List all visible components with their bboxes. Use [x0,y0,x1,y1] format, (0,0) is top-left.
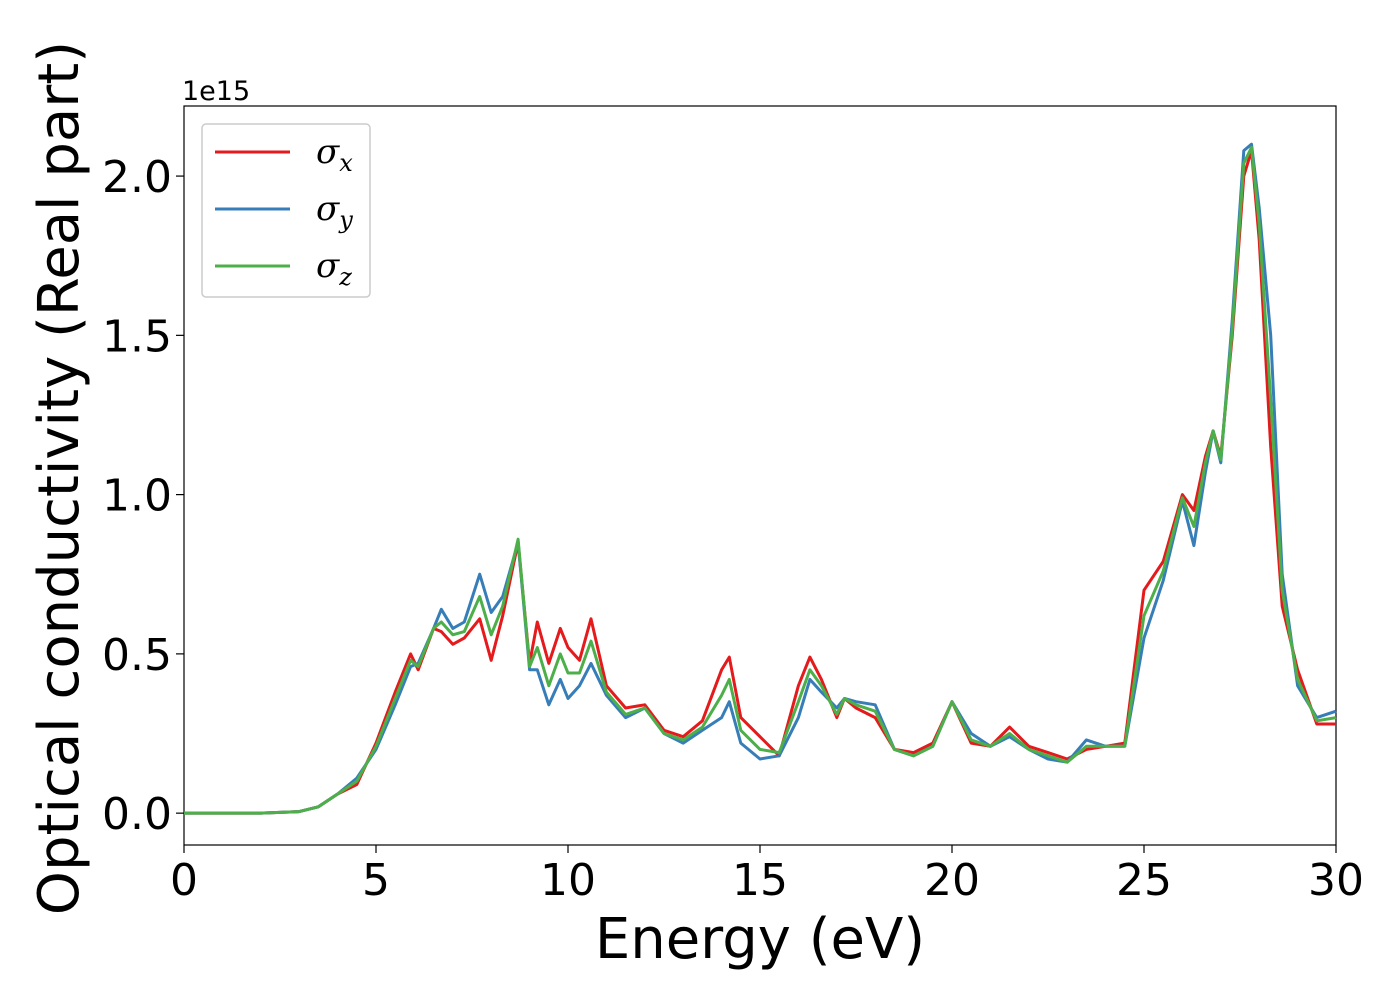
y-tick-label: 0.0 [102,789,172,840]
y-tick-label: 1.5 [102,311,172,362]
y-tick-label: 2.0 [102,152,172,203]
y-tick-label: 1.0 [102,471,172,522]
x-tick-label: 25 [1116,855,1172,906]
x-tick-label: 5 [362,855,390,906]
x-tick-label: 15 [732,855,788,906]
x-axis-ticks: 0 5 10 15 20 25 30 [170,845,1364,906]
x-axis-title: Energy (eV) [595,907,925,972]
x-tick-label: 20 [924,855,980,906]
series-line-sigma-z [184,145,1337,815]
x-tick-label: 0 [170,855,198,906]
x-tick-label: 30 [1308,855,1364,906]
y-axis-title: Optical conductivity (Real part) [27,41,92,915]
legend-label-sigma-y: σy [316,189,353,234]
y-axis-ticks: 0.0 0.5 1.0 1.5 2.0 [102,152,184,840]
y-tick-label: 0.5 [102,630,172,681]
legend-label-sigma-x: σx [316,132,353,177]
y-offset-label: 1e15 [182,76,250,107]
x-tick-label: 10 [540,855,596,906]
series-layer [184,142,1337,815]
series-line-sigma-y [184,142,1337,815]
